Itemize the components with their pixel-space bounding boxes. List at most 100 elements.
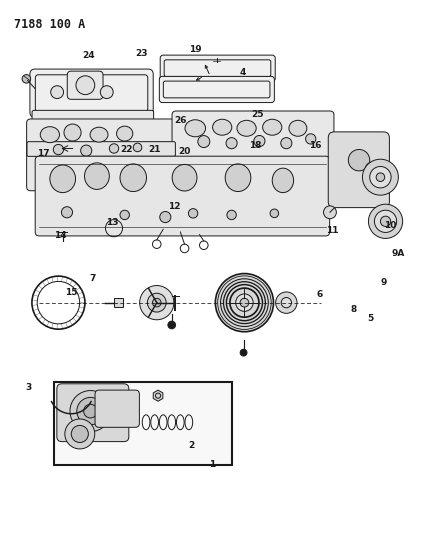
Text: 9A: 9A bbox=[392, 249, 405, 259]
FancyBboxPatch shape bbox=[160, 55, 275, 82]
Text: 26: 26 bbox=[174, 116, 187, 125]
Circle shape bbox=[65, 419, 95, 449]
Ellipse shape bbox=[50, 165, 76, 192]
FancyBboxPatch shape bbox=[32, 110, 154, 124]
Circle shape bbox=[120, 210, 130, 220]
Circle shape bbox=[305, 134, 316, 144]
Circle shape bbox=[348, 149, 370, 171]
Text: 11: 11 bbox=[326, 226, 338, 235]
Circle shape bbox=[133, 143, 142, 152]
Circle shape bbox=[363, 159, 399, 195]
Text: 5: 5 bbox=[368, 313, 374, 322]
Text: 3: 3 bbox=[25, 383, 32, 392]
Circle shape bbox=[276, 292, 297, 313]
Ellipse shape bbox=[289, 120, 307, 136]
Circle shape bbox=[240, 298, 249, 307]
Circle shape bbox=[281, 138, 292, 149]
Circle shape bbox=[140, 286, 174, 320]
Circle shape bbox=[375, 210, 397, 232]
FancyBboxPatch shape bbox=[172, 111, 334, 188]
Text: 1: 1 bbox=[209, 460, 215, 469]
Text: 13: 13 bbox=[106, 219, 118, 228]
Ellipse shape bbox=[185, 120, 205, 137]
Ellipse shape bbox=[85, 163, 109, 189]
Circle shape bbox=[188, 208, 198, 218]
FancyBboxPatch shape bbox=[67, 71, 103, 99]
Circle shape bbox=[369, 204, 403, 238]
Circle shape bbox=[226, 138, 237, 149]
Circle shape bbox=[198, 135, 210, 148]
Circle shape bbox=[152, 298, 161, 307]
Circle shape bbox=[365, 162, 381, 177]
Circle shape bbox=[51, 86, 63, 99]
Ellipse shape bbox=[120, 164, 147, 191]
Circle shape bbox=[215, 273, 274, 332]
Circle shape bbox=[81, 145, 92, 156]
Circle shape bbox=[254, 135, 265, 147]
Text: 16: 16 bbox=[309, 141, 321, 150]
Circle shape bbox=[61, 207, 73, 218]
Ellipse shape bbox=[272, 168, 293, 192]
Circle shape bbox=[381, 216, 391, 227]
Bar bbox=[54, 382, 232, 465]
Ellipse shape bbox=[40, 127, 60, 143]
Ellipse shape bbox=[90, 127, 108, 142]
Text: 9: 9 bbox=[380, 278, 387, 287]
Text: 2: 2 bbox=[188, 441, 194, 450]
FancyBboxPatch shape bbox=[159, 76, 275, 102]
Text: 10: 10 bbox=[384, 221, 396, 230]
Ellipse shape bbox=[213, 119, 232, 135]
Circle shape bbox=[370, 166, 391, 188]
Bar bbox=[114, 298, 124, 308]
Circle shape bbox=[84, 404, 97, 418]
FancyBboxPatch shape bbox=[57, 384, 129, 442]
Text: 7: 7 bbox=[89, 273, 96, 282]
Circle shape bbox=[323, 206, 336, 219]
Circle shape bbox=[160, 212, 171, 223]
Ellipse shape bbox=[172, 165, 197, 191]
Text: 18: 18 bbox=[249, 141, 261, 150]
Text: 7188 100 A: 7188 100 A bbox=[14, 18, 85, 31]
Ellipse shape bbox=[225, 164, 251, 191]
Text: 25: 25 bbox=[251, 110, 263, 119]
Text: 8: 8 bbox=[350, 304, 356, 313]
Ellipse shape bbox=[263, 119, 282, 135]
Circle shape bbox=[76, 76, 95, 95]
FancyBboxPatch shape bbox=[27, 119, 176, 191]
Ellipse shape bbox=[237, 120, 256, 136]
Circle shape bbox=[77, 398, 104, 425]
FancyBboxPatch shape bbox=[30, 69, 153, 117]
Ellipse shape bbox=[64, 124, 81, 141]
Text: 24: 24 bbox=[82, 51, 95, 60]
Text: 15: 15 bbox=[65, 287, 78, 296]
Text: 4: 4 bbox=[239, 68, 245, 77]
Circle shape bbox=[53, 144, 63, 155]
Text: 19: 19 bbox=[189, 45, 202, 54]
Circle shape bbox=[100, 86, 113, 99]
Circle shape bbox=[148, 293, 166, 312]
Circle shape bbox=[70, 391, 111, 432]
Circle shape bbox=[109, 144, 119, 153]
Ellipse shape bbox=[117, 126, 133, 141]
FancyBboxPatch shape bbox=[328, 132, 390, 208]
Circle shape bbox=[227, 210, 236, 220]
Text: 20: 20 bbox=[178, 147, 191, 156]
FancyBboxPatch shape bbox=[95, 390, 139, 427]
Circle shape bbox=[376, 173, 385, 181]
Circle shape bbox=[270, 209, 279, 217]
Circle shape bbox=[71, 425, 88, 442]
Circle shape bbox=[22, 75, 30, 83]
Circle shape bbox=[236, 294, 253, 311]
Circle shape bbox=[281, 297, 291, 308]
Circle shape bbox=[240, 349, 247, 356]
Text: 12: 12 bbox=[168, 202, 180, 211]
FancyBboxPatch shape bbox=[35, 156, 329, 236]
Text: 17: 17 bbox=[37, 149, 50, 158]
Text: 23: 23 bbox=[136, 49, 148, 58]
Text: 14: 14 bbox=[54, 231, 67, 240]
Text: 21: 21 bbox=[148, 145, 161, 154]
Text: 22: 22 bbox=[121, 145, 133, 154]
FancyBboxPatch shape bbox=[27, 142, 175, 156]
Circle shape bbox=[168, 321, 175, 329]
Text: 6: 6 bbox=[316, 290, 322, 299]
